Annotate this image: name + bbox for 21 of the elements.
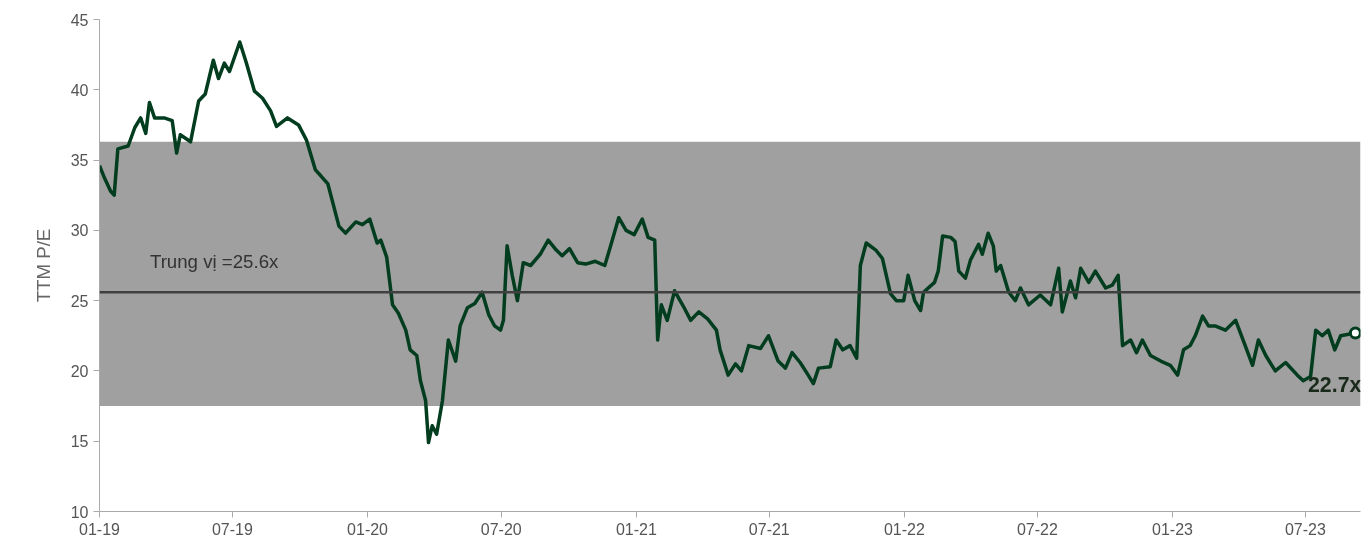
x-tick-label: 07-23 bbox=[1284, 520, 1326, 538]
x-tick-label: 01-19 bbox=[79, 520, 121, 538]
y-tick-label: 15 bbox=[70, 433, 89, 451]
y-tick-label: 10 bbox=[70, 503, 89, 521]
x-tick-label: 07-22 bbox=[1016, 520, 1058, 538]
x-tick-label: 07-20 bbox=[480, 520, 522, 538]
annotation: 22.7x bbox=[1307, 372, 1362, 397]
y-tick-label: 45 bbox=[70, 11, 89, 29]
y-tick-label: 40 bbox=[70, 81, 89, 99]
x-tick-label: 07-21 bbox=[748, 520, 790, 538]
x-tick-label: 07-19 bbox=[211, 520, 253, 538]
x-tick-label: 01-21 bbox=[615, 520, 657, 538]
x-tick-label: 01-22 bbox=[883, 520, 925, 538]
y-tick-label: 20 bbox=[70, 362, 89, 380]
y-tick-label: 35 bbox=[70, 152, 89, 170]
y-axis-title: TTM P/E bbox=[32, 228, 54, 303]
ref-line-label: Trung vị =25.6x bbox=[149, 251, 280, 273]
y-tick-label: 25 bbox=[70, 292, 89, 310]
x-tick-label: 01-23 bbox=[1152, 520, 1194, 538]
y-tick-label: 30 bbox=[70, 222, 89, 240]
x-tick-label: 01-20 bbox=[347, 520, 389, 538]
